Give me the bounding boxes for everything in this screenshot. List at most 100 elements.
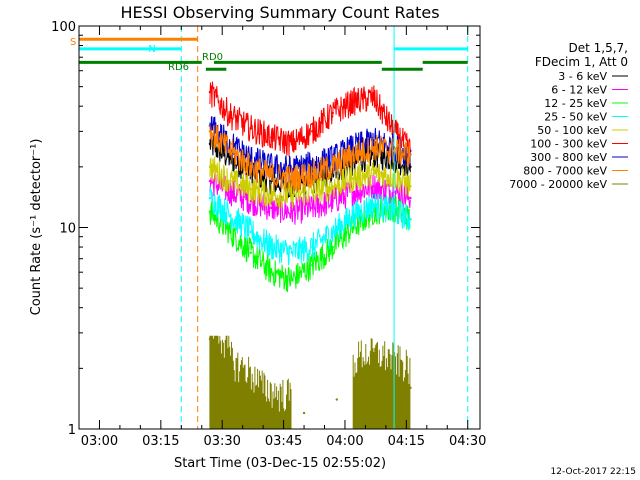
point-7000-20000-keV-7 xyxy=(335,398,338,401)
legend-label-7000-20000-keV: 7000 - 20000 keV xyxy=(509,178,607,191)
point-7000-20000-keV-6 xyxy=(302,411,306,415)
legend-header-line-2: FDecim 1, Att 0 xyxy=(535,55,628,69)
trace-800-7000-keV xyxy=(209,124,411,192)
point-12-25-keV-1 xyxy=(229,230,232,234)
trace-7000-20000-keV-0 xyxy=(209,335,292,429)
point-50-100-keV-8 xyxy=(372,172,375,175)
point-50-100-keV-6 xyxy=(331,185,334,188)
point-7000-20000-keV-11 xyxy=(409,386,412,390)
point-50-100-keV-1 xyxy=(229,179,232,183)
legend-label-3-6-keV: 3 - 6 keV xyxy=(558,70,607,83)
flag-label-rd6: RD6 xyxy=(168,62,189,73)
point-100-300-keV-5 xyxy=(311,130,314,133)
point-7000-20000-keV-4 xyxy=(261,404,265,408)
point-6-12-keV-1 xyxy=(229,190,232,194)
point-800-7000-keV-1 xyxy=(229,149,232,153)
flag-label-s: S xyxy=(70,37,76,48)
point-6-12-keV-8 xyxy=(372,185,375,188)
x-tick-label-6: 04:30 xyxy=(449,434,486,449)
point-800-7000-keV-2 xyxy=(249,165,253,169)
x-tick-label-4: 04:00 xyxy=(326,434,363,449)
flag-bars-layer: S N RD0 RD6 xyxy=(70,26,469,429)
point-100-300-keV-0 xyxy=(208,90,212,94)
point-50-100-keV-7 xyxy=(351,177,355,180)
point-800-7000-keV-10 xyxy=(409,153,412,156)
point-25-50-keV-0 xyxy=(208,196,212,200)
point-25-50-keV-4 xyxy=(290,251,293,254)
point-6-12-keV-4 xyxy=(290,210,293,213)
point-50-100-keV-5 xyxy=(311,190,314,194)
flag-label-rd0: RD0 xyxy=(202,52,223,63)
plot-data-layer xyxy=(208,81,412,429)
point-25-50-keV-8 xyxy=(372,203,375,206)
axes-layer: 03:00 03:15 03:30 03:45 04:00 04:15 04:30 1 10 10… xyxy=(51,20,486,449)
point-7000-20000-keV-3 xyxy=(245,386,248,390)
chart-title: HESSI Observing Summary Count Rates xyxy=(120,3,439,22)
point-6-12-keV-6 xyxy=(331,200,334,203)
point-12-25-keV-3 xyxy=(270,271,273,274)
point-25-50-keV-6 xyxy=(331,230,334,234)
point-800-7000-keV-3 xyxy=(270,174,273,178)
trace-100-300-keV xyxy=(209,81,411,157)
point-50-100-keV-10 xyxy=(409,185,412,188)
point-50-100-keV-2 xyxy=(249,187,253,191)
point-12-25-keV-7 xyxy=(351,226,355,229)
x-tick-label-5: 04:15 xyxy=(388,434,425,449)
legend-label-12-25-keV: 12 - 25 keV xyxy=(544,97,607,110)
x-tick-label-2: 03:30 xyxy=(203,434,240,449)
y-tick-label-0: 1 xyxy=(68,423,76,438)
point-6-12-keV-3 xyxy=(270,206,273,210)
series-800-7000-keV xyxy=(208,124,412,192)
legend-label-100-300-keV: 100 - 300 keV xyxy=(530,138,607,151)
legend-label-300-800-keV: 300 - 800 keV xyxy=(530,151,607,164)
point-50-100-keV-3 xyxy=(270,193,273,197)
legend-label-6-12-keV: 6 - 12 keV xyxy=(551,84,607,97)
series-6-12-keV xyxy=(208,173,412,225)
point-100-300-keV-6 xyxy=(331,111,334,115)
point-3-6-keV-0 xyxy=(208,142,212,146)
point-25-50-keV-1 xyxy=(229,214,232,217)
y-axis-label: Count Rate (s⁻¹ detector⁻¹) xyxy=(29,139,44,316)
point-6-12-keV-5 xyxy=(311,206,314,210)
point-25-50-keV-2 xyxy=(249,230,253,234)
point-100-300-keV-2 xyxy=(249,127,253,130)
trace-7000-20000-keV-1 xyxy=(352,338,411,429)
point-50-100-keV-4 xyxy=(290,193,293,197)
point-7000-20000-keV-8 xyxy=(360,371,363,375)
x-tick-label-3: 03:45 xyxy=(265,434,302,449)
x-axis-label: Start Time (03-Dec-15 02:55:02) xyxy=(174,456,386,471)
point-7000-20000-keV-0 xyxy=(208,337,212,341)
point-100-300-keV-8 xyxy=(372,96,375,100)
point-6-12-keV-0 xyxy=(208,179,212,183)
legend-label-50-100-keV: 50 - 100 keV xyxy=(537,124,607,137)
point-25-50-keV-7 xyxy=(351,214,355,217)
x-tick-label-0: 03:00 xyxy=(81,434,118,449)
point-50-100-keV-0 xyxy=(208,165,212,169)
point-800-7000-keV-8 xyxy=(372,146,375,149)
y-tick-label-1: 10 xyxy=(59,222,76,237)
point-3-6-keV-1 xyxy=(229,157,232,160)
point-7000-20000-keV-5 xyxy=(278,411,281,415)
point-300-800-keV-5 xyxy=(311,163,314,166)
trace-50-100-keV xyxy=(209,156,411,209)
point-12-25-keV-0 xyxy=(208,210,212,213)
legend-label-800-7000-keV: 800 - 7000 keV xyxy=(523,165,607,178)
point-12-25-keV-4 xyxy=(290,278,293,282)
point-800-7000-keV-7 xyxy=(351,153,355,156)
legend-label-25-50-keV: 25 - 50 keV xyxy=(544,111,607,124)
legend-header-line-1: Det 1,5,7, xyxy=(569,41,629,55)
point-7000-20000-keV-1 xyxy=(221,354,224,358)
point-7000-20000-keV-2 xyxy=(233,381,236,384)
series-25-50-keV xyxy=(208,186,412,266)
trace-6-12-keV xyxy=(209,173,411,225)
point-7000-20000-keV-9 xyxy=(376,371,379,375)
point-100-300-keV-4 xyxy=(290,142,293,146)
x-tick-label-1: 03:15 xyxy=(142,434,179,449)
point-100-300-keV-7 xyxy=(351,100,355,104)
point-12-25-keV-5 xyxy=(311,263,314,267)
point-25-50-keV-10 xyxy=(409,217,412,221)
point-6-12-keV-10 xyxy=(409,196,412,200)
point-100-300-keV-1 xyxy=(229,114,232,117)
